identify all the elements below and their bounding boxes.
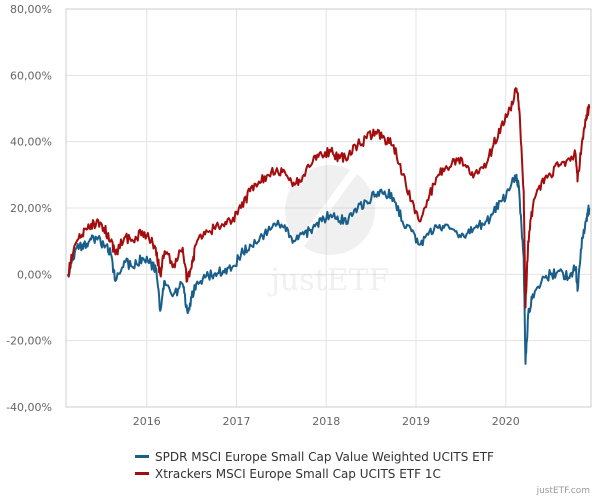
x-tick-label: 2019 xyxy=(402,415,430,428)
legend-item-spdr[interactable]: SPDR MSCI Europe Small Cap Value Weighte… xyxy=(135,448,494,465)
watermark-text: justETF xyxy=(268,263,390,298)
x-axis: 2016 2017 2018 2019 2020 xyxy=(133,415,520,428)
y-axis: 80,00% 60,00% 40,00% 20,00% 0,00% -20,00% -40,… xyxy=(6,3,52,414)
y-tick-label: 20,00% xyxy=(10,202,52,215)
y-tick-label: 80,00% xyxy=(10,3,52,16)
legend-item-xtrackers[interactable]: Xtrackers MSCI Europe Small Cap UCITS ET… xyxy=(135,465,494,482)
y-tick-label: 0,00% xyxy=(17,268,52,281)
legend-label-xtrackers: Xtrackers MSCI Europe Small Cap UCITS ET… xyxy=(155,466,441,481)
x-tick-label: 2018 xyxy=(312,415,340,428)
y-tick-label: -20,00% xyxy=(6,335,52,348)
series-line-spdr[interactable] xyxy=(66,173,591,365)
series-line-xtrackers[interactable] xyxy=(66,87,591,309)
line-chart: justETF 80,00% 60,00% 40,00% 20,00% 0,00% -20… xyxy=(6,3,592,428)
legend: SPDR MSCI Europe Small Cap Value Weighte… xyxy=(135,448,494,482)
watermark-slash xyxy=(296,167,359,248)
legend-swatch-xtrackers xyxy=(135,472,149,475)
y-tick-label: 40,00% xyxy=(10,136,52,149)
plot-frame xyxy=(65,8,592,408)
legend-swatch-spdr xyxy=(135,455,149,458)
x-tick-label: 2020 xyxy=(492,415,520,428)
y-tick-label: -40,00% xyxy=(6,401,52,414)
source-credit: justETF.com xyxy=(536,486,590,496)
series-lines xyxy=(66,87,591,365)
x-tick-label: 2017 xyxy=(223,415,251,428)
x-tick-label: 2016 xyxy=(133,415,161,428)
y-tick-label: 60,00% xyxy=(10,69,52,82)
legend-label-spdr: SPDR MSCI Europe Small Cap Value Weighte… xyxy=(155,449,494,464)
